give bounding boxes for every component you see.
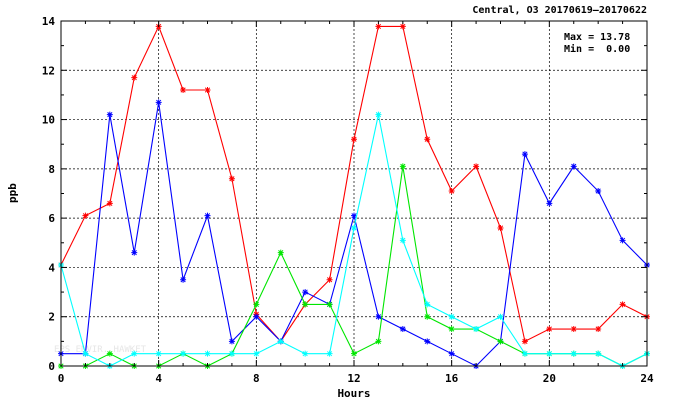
data-point [228,350,235,357]
data-point [399,163,406,170]
data-point [546,326,553,333]
data-point [180,87,187,93]
x-tick-label: 8 [253,372,260,385]
data-point [595,188,602,195]
data-point [253,350,260,357]
data-point [351,225,357,231]
data-point [131,249,138,256]
data-point [595,326,602,333]
data-point [351,212,357,219]
data-point [473,163,480,170]
grid-lines [61,21,647,366]
data-point [399,237,406,244]
tick-marks [60,20,648,367]
stat-min: Min = 0.00 [564,43,630,55]
data-point [228,338,235,345]
data-point [619,237,626,244]
data-point [351,136,357,143]
data-point [277,338,284,345]
data-point [180,276,187,283]
data-point [570,326,577,333]
data-point [106,200,113,207]
data-point [473,326,480,333]
y-tick-label: 8 [48,163,55,176]
data-point [131,350,138,357]
series-1 [58,23,650,345]
y-tick-label: 10 [42,114,55,127]
y-tick-label: 6 [48,212,55,225]
data-point [326,301,333,308]
data-point [326,350,333,357]
data-point [253,301,260,308]
data-point [375,111,382,118]
data-point [375,313,382,320]
y-tick-label: 4 [48,261,55,274]
data-point [180,350,187,357]
data-point [595,350,602,357]
data-point [326,276,333,283]
x-axis-label: Hours [337,387,370,400]
watermark: EPS ENVIR. HAWKET [54,345,147,355]
data-point [497,313,504,320]
data-point [131,74,138,81]
chart-title: Central, O3 20170619–20170622 [472,5,647,16]
data-point [448,350,455,357]
data-point [546,350,553,357]
data-point [570,163,577,170]
series-line [60,114,648,367]
x-tick-label: 16 [445,372,459,385]
data-point [204,87,211,93]
data-point [399,23,406,30]
data-point [204,350,211,357]
data-point [155,99,162,106]
data-point [351,350,357,357]
data-point [106,111,113,118]
y-tick-label: 2 [48,311,55,324]
data-point [448,188,455,195]
data-point [424,136,431,143]
data-point [302,289,309,296]
data-point [253,313,260,320]
data-point [155,350,162,357]
data-point [424,338,431,345]
x-tick-label: 12 [347,372,360,385]
y-tick-label: 12 [42,64,55,77]
data-point [204,212,211,219]
data-point [448,313,455,320]
data-point [570,350,577,357]
stat-max: Max = 13.78 [564,32,630,43]
data-point [375,23,382,30]
data-point [521,151,528,158]
data-point [521,338,528,345]
data-point [399,326,406,333]
data-point [546,200,553,207]
y-tick-label: 14 [42,15,56,28]
data-point [228,175,235,182]
data-point [82,212,89,219]
x-tick-label: 4 [155,372,162,385]
data-point [497,225,504,231]
data-point [424,313,431,320]
data-point [277,249,284,256]
data-point [521,350,528,357]
data-point [497,338,504,345]
data-point [424,301,431,308]
data-point [82,350,89,357]
data-point [106,350,113,357]
x-tick-label: 0 [58,372,65,385]
y-axis-label: ppb [6,183,19,203]
series-4 [58,111,650,369]
data-point [302,350,309,357]
data-point [375,338,382,345]
y-tick-label: 0 [48,360,55,373]
x-tick-label: 20 [543,372,556,385]
data-point [448,326,455,333]
data-point [619,301,626,308]
data-point [302,301,309,308]
x-tick-label: 24 [640,372,654,385]
